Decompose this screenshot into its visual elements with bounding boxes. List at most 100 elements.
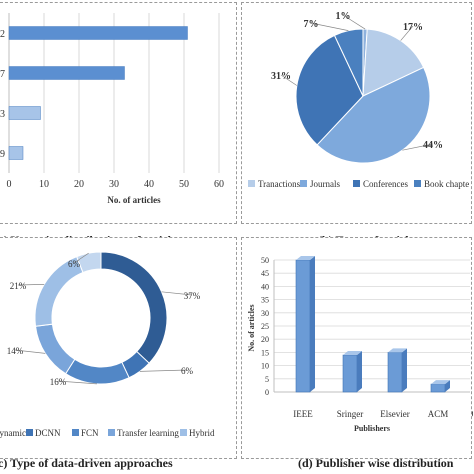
x-tick-label: ACM bbox=[428, 409, 449, 419]
data-label: 14% bbox=[7, 346, 24, 356]
y-tick-label: 40 bbox=[261, 282, 269, 291]
data-label: 44% bbox=[423, 140, 443, 151]
panel-year-distribution: 0 10 20 30 40 50 60 2 7 3 9 No. of articles bbox=[0, 2, 237, 224]
x-tick-label: 10 bbox=[39, 179, 49, 190]
data-label: 6% bbox=[181, 366, 194, 376]
data-label: 6% bbox=[68, 259, 81, 269]
y-tick-label: 10 bbox=[261, 362, 269, 371]
x-tick-label: 20 bbox=[74, 179, 84, 190]
x-tick-label: Elsevier bbox=[380, 409, 410, 419]
bar bbox=[430, 383, 446, 393]
data-label: 16% bbox=[50, 377, 67, 387]
legend-swatch bbox=[248, 180, 255, 187]
y-tick-label: 20 bbox=[261, 335, 269, 344]
x-axis-label: No. of articles bbox=[107, 195, 161, 205]
bar-side bbox=[402, 348, 407, 392]
x-tick-label: Ot bbox=[472, 409, 474, 419]
donut-slice bbox=[64, 358, 130, 385]
leader-line bbox=[17, 284, 45, 286]
x-tick-label: 50 bbox=[179, 179, 189, 190]
leader-line bbox=[280, 74, 298, 86]
legend-label: FCN bbox=[81, 428, 99, 438]
leader-line bbox=[161, 291, 193, 296]
x-tick-label: 60 bbox=[214, 179, 224, 190]
y-axis-label: No. of articles bbox=[247, 304, 256, 351]
y-tick-label: 0 bbox=[265, 388, 269, 397]
y-tick-label: 15 bbox=[261, 348, 269, 357]
pie-slice bbox=[316, 66, 431, 164]
legend-swatch bbox=[353, 180, 360, 187]
donut-slice bbox=[34, 323, 76, 375]
panel-publisher-distribution: 0 5 10 15 20 25 30 35 40 45 50 IEEE Sringer Elsevier A… bbox=[241, 237, 474, 459]
chart-year-distribution: 0 10 20 30 40 50 60 2 7 3 9 No. of articles bbox=[0, 13, 224, 205]
legend-label: DCNN bbox=[35, 428, 61, 438]
y-tick-label: 2 bbox=[0, 29, 5, 40]
bar bbox=[8, 146, 24, 160]
x-axis-label: Publishers bbox=[354, 424, 390, 433]
y-tick-label: 3 bbox=[0, 109, 5, 120]
x-tick-label: Sringer bbox=[337, 409, 364, 419]
leader-line bbox=[139, 369, 188, 372]
y-tick-label: 30 bbox=[261, 309, 269, 318]
data-label: 21% bbox=[10, 281, 27, 291]
donut-slice bbox=[100, 251, 168, 364]
caption-data-driven-approaches: (c) Type of data-driven approaches bbox=[0, 456, 173, 470]
data-label: 1% bbox=[336, 11, 351, 22]
x-tick-label: 0 bbox=[7, 179, 12, 190]
bar-top bbox=[343, 351, 362, 356]
y-tick-label: 9 bbox=[0, 149, 5, 160]
y-tick-label: 35 bbox=[261, 296, 269, 305]
leader-line bbox=[73, 252, 89, 264]
bar bbox=[342, 354, 358, 393]
pie-slice bbox=[333, 28, 364, 97]
leader-line bbox=[342, 14, 366, 30]
x-tick-label: 30 bbox=[109, 179, 119, 190]
legend-swatch bbox=[108, 429, 115, 436]
panel-article-types: 1% 17% 44% 31% 7% Tranactions Journals Conferen… bbox=[241, 2, 472, 224]
bar bbox=[295, 259, 311, 393]
chart-data-driven-approaches: 37% 6% 16% 14% 21% 6% Dynamic DCNN FCN Transfer l… bbox=[0, 251, 215, 438]
x-tick-label: IEEE bbox=[293, 409, 313, 419]
y-tick-label: 45 bbox=[261, 269, 269, 278]
y-tick-label: 5 bbox=[265, 375, 269, 384]
chart-article-types: 1% 17% 44% 31% 7% Tranactions Journals Conferen… bbox=[248, 11, 469, 189]
bar-side bbox=[445, 380, 450, 392]
y-tick-label: 25 bbox=[261, 322, 269, 331]
legend-swatch bbox=[180, 429, 187, 436]
leader-line bbox=[400, 25, 414, 41]
legend-swatch bbox=[414, 180, 421, 187]
legend-label: Tranactions bbox=[258, 179, 301, 189]
legend-swatch bbox=[72, 429, 79, 436]
bar-side bbox=[357, 351, 362, 392]
legend-label: Book chapte bbox=[424, 179, 469, 189]
leader-line bbox=[57, 380, 97, 385]
leader-line bbox=[402, 143, 434, 151]
bar bbox=[387, 352, 403, 393]
bar bbox=[8, 106, 41, 120]
legend-swatch bbox=[26, 429, 33, 436]
y-tick-label: 7 bbox=[0, 69, 5, 80]
data-label: 31% bbox=[271, 71, 291, 82]
leader-line bbox=[310, 22, 349, 31]
panel-data-driven-approaches: 37% 6% 16% 14% 21% 6% Dynamic DCNN FCN Transfer l… bbox=[0, 237, 237, 459]
bar bbox=[8, 26, 188, 40]
legend-swatch bbox=[300, 180, 307, 187]
legend-label: Journals bbox=[310, 179, 340, 189]
caption-publisher-distribution: (d) Publisher wise distribution bbox=[298, 456, 454, 470]
bar-top bbox=[431, 380, 450, 385]
data-label: 7% bbox=[304, 19, 319, 30]
data-label: 17% bbox=[403, 22, 423, 33]
bar-side bbox=[310, 256, 315, 392]
legend-label: Transfer learning bbox=[117, 428, 179, 438]
bar-top bbox=[388, 348, 407, 353]
legend-label: Conferences bbox=[363, 179, 408, 189]
legend-label: Hybrid bbox=[189, 428, 215, 438]
chart-publisher-distribution: 0 5 10 15 20 25 30 35 40 45 50 IEEE Sringer Elsevier A… bbox=[247, 256, 474, 433]
pie-slice bbox=[362, 28, 425, 97]
legend-label: Dynamic bbox=[0, 428, 26, 438]
bar bbox=[8, 66, 125, 80]
leader-line bbox=[14, 349, 46, 354]
y-tick-label: 50 bbox=[261, 256, 269, 265]
x-tick-label: 40 bbox=[144, 179, 154, 190]
data-label: 37% bbox=[184, 291, 201, 301]
